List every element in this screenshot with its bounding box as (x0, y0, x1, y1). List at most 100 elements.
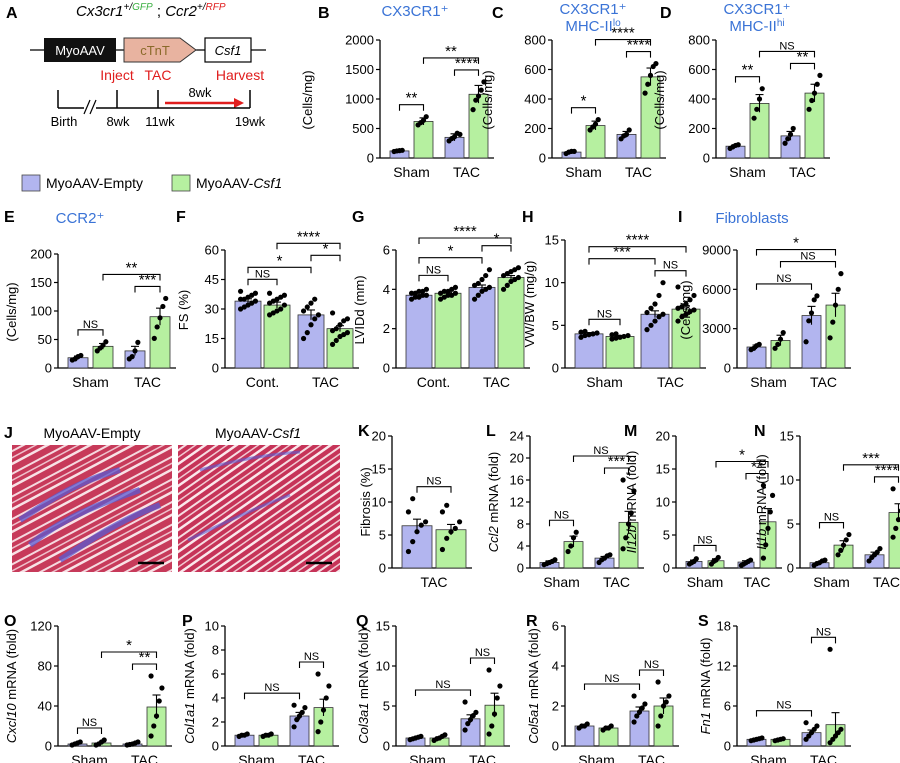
y-tick-label: 0 (367, 151, 374, 166)
data-point (808, 310, 815, 316)
data-point (101, 737, 107, 743)
significance-label: NS (779, 40, 794, 52)
y-tick-label: 200 (688, 121, 710, 136)
significance-label: NS (644, 659, 659, 671)
data-point (838, 547, 844, 554)
data-point (655, 679, 661, 685)
significance-label: **** (626, 232, 650, 249)
panel-p: P 0 2 4 6 8 10 Col1a1 mRNA (fold) Sham TAC NS NS (182, 613, 339, 763)
data-point (422, 519, 429, 525)
x-group-label: Sham (750, 752, 787, 763)
bar (629, 710, 650, 747)
y-axis-label-unit: mRNA (fold) (4, 629, 19, 703)
panel-letter: G (352, 209, 364, 226)
data-point (675, 305, 681, 311)
data-point (607, 552, 613, 558)
y-axis-label-unit: mRNA (fold) (182, 628, 197, 702)
y-tick-label: 0 (724, 361, 731, 376)
significance-label: ** (742, 62, 754, 79)
data-point (405, 548, 412, 555)
data-point (154, 324, 160, 330)
data-point (625, 521, 632, 527)
significance-bracket (131, 663, 158, 670)
significance-label: ** (445, 43, 457, 60)
significance-label: ** (126, 259, 138, 276)
data-point (312, 296, 318, 302)
y-tick-label: 0 (383, 361, 390, 376)
significance-bracket (873, 476, 900, 483)
data-point (573, 529, 579, 535)
data-point (693, 556, 699, 562)
panel-n: N 0 5 10 15 Il1b mRNA (fold) Sham TAC NS ******* (754, 423, 900, 590)
data-point (478, 87, 484, 93)
data-point (893, 525, 899, 532)
panel-s: S 0 6 12 18 Fn1 mRNA (fold) Sham TAC NS NS (698, 613, 851, 763)
significance-bracket (842, 464, 900, 471)
data-point (675, 318, 681, 324)
data-point (486, 731, 492, 737)
y-tick-label: 0 (517, 561, 524, 576)
y-tick-label: 80 (38, 659, 52, 674)
x-group-label: TAC (603, 574, 630, 590)
y-tick-label: 12 (510, 495, 524, 510)
data-point (683, 301, 689, 307)
data-point (631, 488, 637, 494)
data-point (679, 303, 685, 310)
data-point (452, 284, 459, 290)
significance-bracket (76, 727, 103, 734)
y-tick-label: 8 (212, 643, 219, 658)
y-axis-label: Cxcl10 mRNA (fold) (4, 629, 19, 743)
significance-bracket (755, 710, 813, 717)
data-point (479, 276, 485, 283)
x-group-label: TAC (638, 752, 665, 763)
significance-bracket (588, 258, 656, 265)
duration-label: 8wk (188, 85, 212, 100)
data-point (344, 330, 351, 336)
significance-bracket (453, 69, 480, 76)
week-label: 8wk (106, 114, 130, 129)
data-point (838, 726, 844, 732)
data-point (420, 117, 427, 123)
data-point (153, 713, 160, 719)
y-tick-label: 18 (717, 619, 731, 634)
y-axis-label-unit: mRNA (fold) (486, 452, 501, 526)
x-group-label: TAC (298, 752, 325, 763)
y-axis-label-unit: mRNA (fold) (754, 454, 769, 528)
data-point (344, 316, 351, 322)
data-point (621, 333, 627, 340)
data-point (329, 341, 336, 347)
y-tick-label: 15 (205, 331, 219, 346)
data-point (486, 267, 493, 273)
harvest-label: Harvest (216, 67, 264, 83)
chart-title: CX3CR1⁺ (381, 3, 448, 20)
data-point (315, 312, 322, 318)
y-axis-label: (Cells/mg) (4, 282, 19, 341)
significance-bracket (693, 544, 717, 552)
data-point (658, 713, 664, 719)
x-group-label: TAC (483, 374, 510, 390)
data-point (129, 354, 135, 360)
data-point (787, 131, 794, 137)
data-point (423, 292, 430, 298)
significance-bracket (715, 460, 769, 468)
data-point (252, 290, 259, 296)
significance-bracket (758, 50, 816, 58)
data-point (806, 318, 812, 324)
significance-bracket (398, 104, 425, 111)
y-axis-label: LVIDd (mm) (352, 275, 367, 344)
significance-bracket (755, 249, 837, 256)
data-point (304, 330, 310, 336)
data-point (592, 121, 599, 127)
panel-letter: P (182, 613, 193, 630)
y-tick-label: 6000 (702, 282, 731, 297)
legend: MyoAAV-Empty MyoAAV-Csf1 (21, 174, 282, 192)
data-point (308, 322, 314, 328)
data-point (840, 542, 847, 548)
data-point (337, 322, 343, 328)
data-point (691, 307, 697, 313)
legend-swatch-empty (21, 174, 41, 192)
significance-bracket (588, 246, 687, 253)
